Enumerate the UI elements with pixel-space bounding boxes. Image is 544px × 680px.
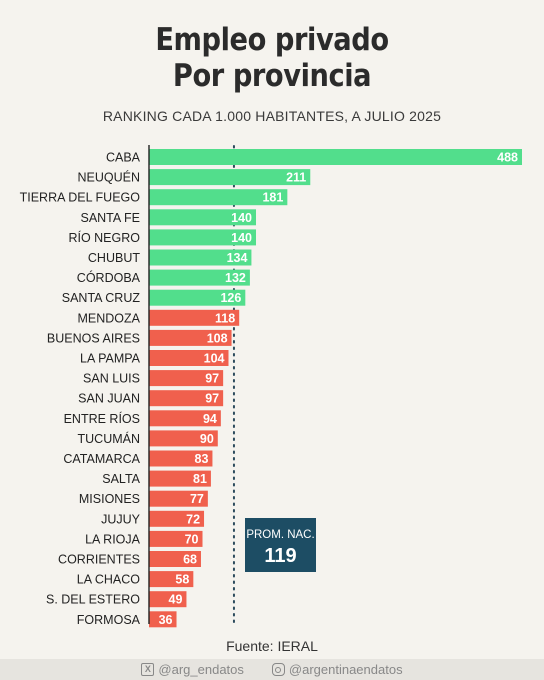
category-label: LA CHACO xyxy=(77,573,140,587)
chart-subtitle: RANKING CADA 1.000 HABITANTES, A JULIO 2… xyxy=(102,108,442,124)
category-label: JUJUY xyxy=(101,512,141,526)
value-label: 90 xyxy=(200,432,214,446)
footer-bar: X @arg_endatos @argentinaendatos xyxy=(0,659,544,680)
chart-title-line1: Empleo privado xyxy=(155,22,389,58)
category-label: TUCUMÁN xyxy=(78,431,141,446)
x-handle[interactable]: X @arg_endatos xyxy=(141,662,244,677)
bar-23 xyxy=(149,611,177,628)
bar-15 xyxy=(149,450,213,467)
value-label: 70 xyxy=(185,532,199,546)
category-label: FORMOSA xyxy=(77,613,141,627)
bar-5 xyxy=(149,249,252,266)
value-label: 181 xyxy=(262,191,283,205)
source-note: Fuente: IERAL xyxy=(226,638,318,654)
bar-1 xyxy=(149,169,311,186)
bar-14 xyxy=(149,430,218,447)
bar-17 xyxy=(149,490,208,507)
x-icon: X xyxy=(141,663,155,676)
average-value: 119 xyxy=(264,545,296,567)
category-label: CABA xyxy=(106,151,141,165)
bar-18 xyxy=(149,510,205,527)
bar-21 xyxy=(149,571,194,588)
instagram-handle[interactable]: @argentinaendatos xyxy=(271,662,403,677)
value-label: 97 xyxy=(205,392,219,406)
category-label: SAN JUAN xyxy=(78,392,140,406)
bar-16 xyxy=(149,470,211,487)
bar-2 xyxy=(149,189,288,206)
value-label: 108 xyxy=(207,331,228,345)
instagram-handle-label: @argentinaendatos xyxy=(288,662,403,677)
value-label: 72 xyxy=(186,512,200,526)
bar-13 xyxy=(149,410,221,427)
average-label: PROM. NAC. xyxy=(246,529,314,541)
instagram-icon xyxy=(271,663,285,676)
average-box xyxy=(245,518,316,572)
category-label: LA RIOJA xyxy=(85,532,141,546)
value-label: 97 xyxy=(205,372,219,386)
bar-chart: CABA 488 NEUQUÉN 211 TIERRA DEL FUEGO 181 SANT… xyxy=(20,145,522,628)
chart-title-line2: Por provincia xyxy=(172,58,372,94)
bar-9 xyxy=(149,329,232,346)
value-label: 134 xyxy=(227,251,248,265)
category-label: SANTA FE xyxy=(80,211,140,225)
value-label: 126 xyxy=(220,291,241,305)
value-label: 49 xyxy=(169,593,183,607)
category-label: S. DEL ESTERO xyxy=(46,593,140,607)
category-label: CATAMARCA xyxy=(63,452,140,466)
category-label: BUENOS AIRES xyxy=(47,331,140,345)
value-label: 83 xyxy=(195,452,209,466)
category-label: CÓRDOBA xyxy=(77,270,141,285)
category-label: NEUQUÉN xyxy=(77,170,140,185)
value-label: 36 xyxy=(159,613,173,627)
bar-20 xyxy=(149,551,201,567)
category-label: CHUBUT xyxy=(88,251,140,265)
category-label: LA PAMPA xyxy=(80,352,141,366)
value-label: 81 xyxy=(193,472,207,486)
x-handle-label: @arg_endatos xyxy=(158,662,244,677)
bar-3 xyxy=(149,209,257,226)
value-label: 118 xyxy=(215,311,235,325)
value-label: 140 xyxy=(231,231,252,245)
category-label: SANTA CRUZ xyxy=(62,291,141,305)
bar-4 xyxy=(149,229,257,246)
value-label: 140 xyxy=(231,211,252,225)
bar-0 xyxy=(149,149,522,165)
bar-11 xyxy=(149,370,224,387)
category-label: TIERRA DEL FUEGO xyxy=(20,191,141,205)
value-label: 94 xyxy=(203,412,217,426)
category-label: SALTA xyxy=(102,472,140,486)
bar-8 xyxy=(149,309,240,326)
bar-6 xyxy=(149,269,250,286)
category-label: CORRIENTES xyxy=(58,553,140,567)
value-label: 211 xyxy=(286,171,306,185)
bar-10 xyxy=(149,350,229,366)
bar-7 xyxy=(149,289,246,306)
category-label: ENTRE RÍOS xyxy=(64,411,140,426)
bar-19 xyxy=(149,530,203,547)
value-label: 132 xyxy=(225,271,246,285)
value-label: 104 xyxy=(204,352,225,366)
category-label: MENDOZA xyxy=(78,311,141,325)
bar-12 xyxy=(149,390,224,407)
category-label: RÍO NEGRO xyxy=(68,230,140,245)
category-label: MISIONES xyxy=(79,492,140,506)
value-label: 77 xyxy=(190,492,204,506)
category-label: SAN LUIS xyxy=(83,372,140,386)
value-label: 488 xyxy=(497,151,518,165)
value-label: 58 xyxy=(175,573,189,587)
value-label: 68 xyxy=(183,553,197,567)
bar-22 xyxy=(149,591,187,608)
